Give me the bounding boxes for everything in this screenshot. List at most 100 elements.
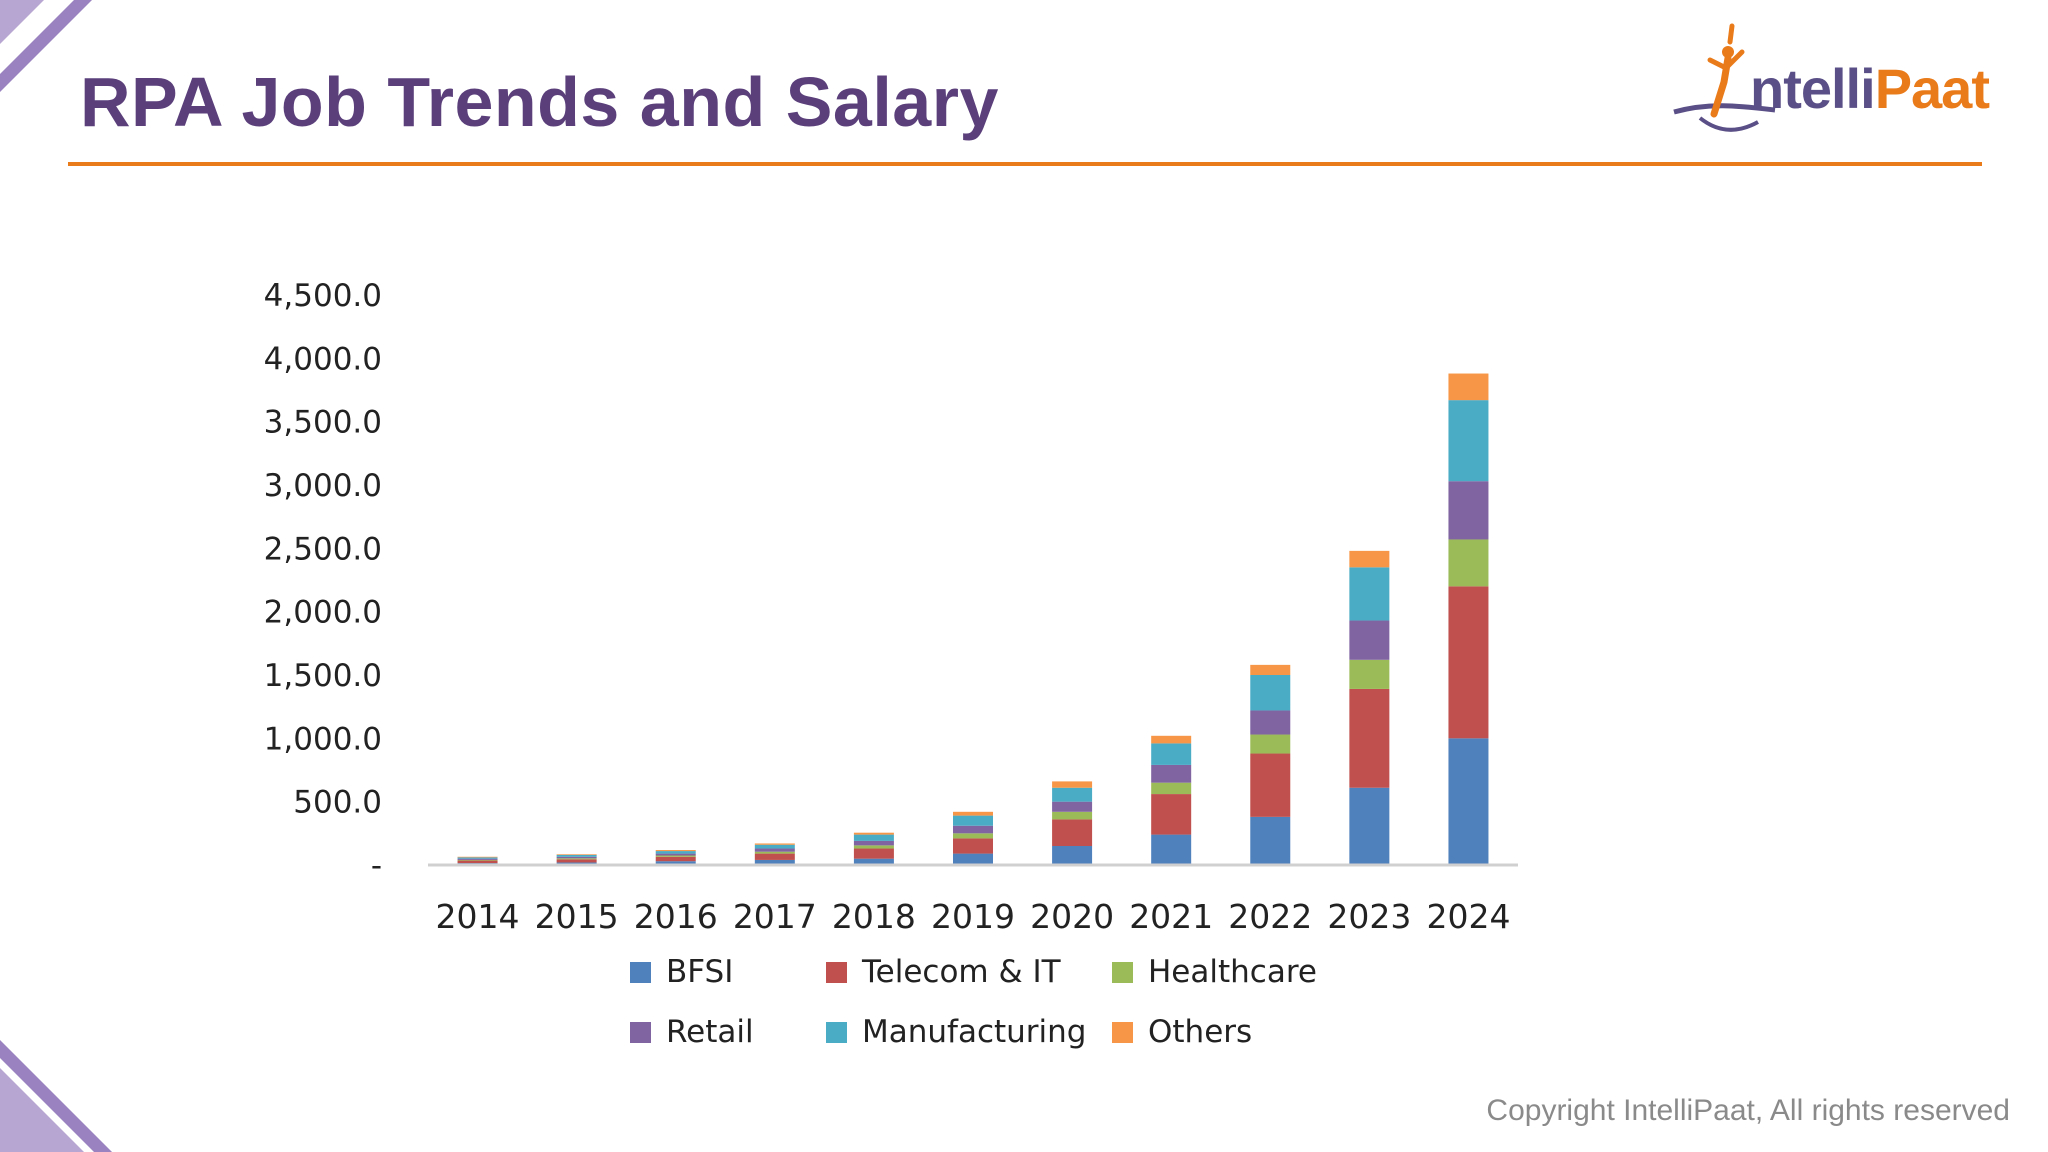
bar-segment-telecom-it-2019 <box>953 838 993 854</box>
legend-label: Retail <box>666 1014 754 1050</box>
legend-swatch <box>630 962 651 983</box>
bar-segment-healthcare-2017 <box>754 851 795 854</box>
y-tick-label: 3,500.0 <box>264 405 382 441</box>
bar-segment-others-2015 <box>556 854 597 855</box>
bar-segment-healthcare-2020 <box>1052 811 1093 820</box>
bar-segment-retail-2023 <box>1349 620 1390 660</box>
bar-segment-retail-2022 <box>1250 710 1291 735</box>
bar-segment-retail-2024 <box>1448 481 1489 540</box>
y-tick-label: 500.0 <box>293 785 382 821</box>
bar-segment-retail-2021 <box>1151 764 1192 783</box>
bar-segment-telecom-it-2018 <box>853 848 894 859</box>
bar-segment-manufacturing-2015 <box>556 854 597 857</box>
bar-segment-bfsi-2021 <box>1151 834 1192 865</box>
bar-segment-others-2021 <box>1151 735 1192 744</box>
bar-segment-telecom-it-2023 <box>1349 688 1390 788</box>
bar-segment-retail-2019 <box>953 825 993 834</box>
bar-segment-bfsi-2023 <box>1349 787 1390 865</box>
top-left-corner-stripes <box>0 0 92 92</box>
bar-segment-manufacturing-2022 <box>1250 675 1291 711</box>
bar-segment-others-2018 <box>853 832 894 835</box>
bar-segment-telecom-it-2017 <box>754 853 795 860</box>
y-tick-label: 3,000.0 <box>264 468 382 504</box>
bar-segment-retail-2014 <box>457 858 498 860</box>
bar-segment-healthcare-2014 <box>457 859 498 861</box>
x-tick-label: 2024 <box>1426 897 1510 936</box>
bar-segment-telecom-it-2021 <box>1151 794 1192 835</box>
title-underline <box>68 162 1982 166</box>
x-tick-label: 2015 <box>535 897 619 936</box>
bar-segment-retail-2018 <box>853 840 894 846</box>
bar-segment-manufacturing-2024 <box>1448 400 1489 482</box>
bar-segment-manufacturing-2021 <box>1151 743 1192 765</box>
bar-segment-others-2017 <box>754 843 795 845</box>
bar-segment-others-2014 <box>457 856 498 858</box>
bar-segment-others-2023 <box>1349 550 1390 568</box>
bar-segment-others-2020 <box>1052 781 1093 788</box>
bar-segment-manufacturing-2023 <box>1349 567 1390 621</box>
bar-segment-healthcare-2021 <box>1151 782 1192 795</box>
bar-segment-healthcare-2016 <box>655 855 696 857</box>
y-tick-label: 2,500.0 <box>264 531 382 567</box>
bar-segment-bfsi-2017 <box>754 859 795 865</box>
bar-segment-bfsi-2022 <box>1250 816 1291 865</box>
bar-segment-healthcare-2024 <box>1448 539 1489 587</box>
bar-segment-healthcare-2019 <box>953 833 993 839</box>
y-tick-label: 4,500.0 <box>264 278 382 314</box>
x-tick-label: 2020 <box>1030 897 1114 936</box>
x-tick-label: 2022 <box>1228 897 1312 936</box>
bar-segment-telecom-it-2022 <box>1250 753 1291 817</box>
bar-segment-bfsi-2020 <box>1052 846 1093 865</box>
bar-segment-healthcare-2023 <box>1349 659 1390 689</box>
bar-segment-others-2022 <box>1250 664 1291 675</box>
y-tick-label: - <box>371 848 382 884</box>
x-tick-label: 2017 <box>733 897 817 936</box>
legend-label: Others <box>1148 1014 1252 1050</box>
legend-label: Telecom & IT <box>861 954 1062 990</box>
intellipaat-logo: ntelliPaat <box>1670 22 1990 140</box>
legend-swatch <box>1112 962 1133 983</box>
bar-segment-manufacturing-2020 <box>1052 787 1093 802</box>
bar-segment-bfsi-2024 <box>1448 738 1489 865</box>
x-tick-label: 2014 <box>436 897 520 936</box>
bar-segment-healthcare-2015 <box>556 858 597 860</box>
bar-segment-others-2016 <box>655 850 696 852</box>
bar-segment-retail-2020 <box>1052 801 1093 812</box>
bar-segment-manufacturing-2019 <box>953 815 993 826</box>
y-tick-label: 1,500.0 <box>264 658 382 694</box>
person-figure-icon <box>1673 23 1776 132</box>
bar-segment-retail-2017 <box>754 848 795 852</box>
legend-label: Healthcare <box>1148 954 1317 990</box>
legend-swatch <box>1112 1022 1133 1043</box>
logo-wordmark: ntelliPaat <box>1750 57 1990 120</box>
bottom-left-corner-stripes <box>0 1040 112 1152</box>
x-tick-label: 2021 <box>1129 897 1213 936</box>
bar-segment-manufacturing-2014 <box>457 857 498 859</box>
x-tick-label: 2023 <box>1327 897 1411 936</box>
y-tick-label: 1,000.0 <box>264 721 382 757</box>
bar-segment-manufacturing-2018 <box>853 834 894 841</box>
y-tick-label: 2,000.0 <box>264 595 382 631</box>
bar-segment-telecom-it-2024 <box>1448 586 1489 739</box>
y-tick-label: 4,000.0 <box>264 341 382 377</box>
x-tick-label: 2019 <box>931 897 1015 936</box>
bar-segment-manufacturing-2017 <box>754 844 795 849</box>
copyright-notice: Copyright IntelliPaat, All rights reserv… <box>1486 1094 2010 1127</box>
bar-segment-bfsi-2016 <box>655 861 696 865</box>
legend-label: BFSI <box>666 954 733 990</box>
slide-title: RPA Job Trends and Salary <box>80 63 999 141</box>
bar-segment-others-2024 <box>1448 373 1489 401</box>
x-tick-label: 2018 <box>832 897 916 936</box>
legend-swatch <box>630 1022 651 1043</box>
bar-segment-telecom-it-2020 <box>1052 819 1093 846</box>
bar-segment-telecom-it-2016 <box>655 856 696 862</box>
bar-segment-telecom-it-2014 <box>457 860 498 864</box>
legend-swatch <box>826 962 847 983</box>
bar-segment-manufacturing-2016 <box>655 851 696 854</box>
bar-segment-healthcare-2022 <box>1250 734 1291 754</box>
bar-segment-retail-2016 <box>655 853 696 856</box>
bar-segment-bfsi-2018 <box>853 858 894 865</box>
bar-segment-healthcare-2018 <box>853 845 894 849</box>
bar-segment-bfsi-2019 <box>953 853 993 865</box>
